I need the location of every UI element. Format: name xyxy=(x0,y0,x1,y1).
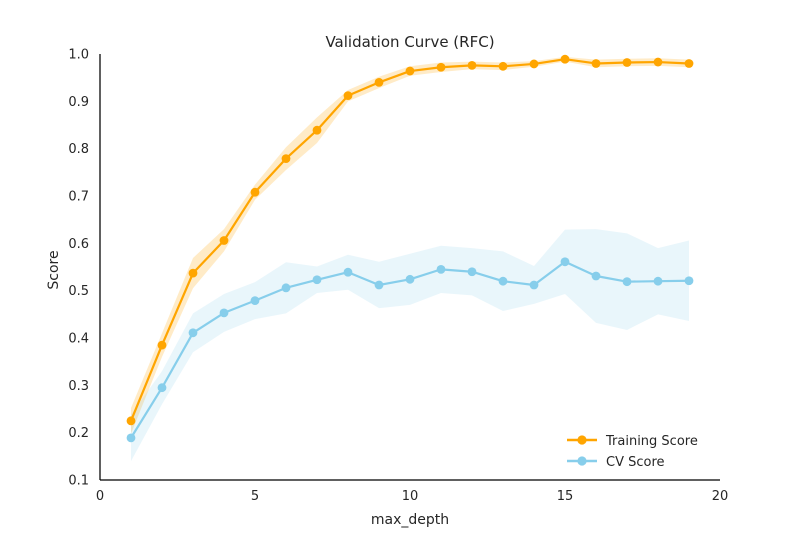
y-tick-label: 0.1 xyxy=(68,474,89,489)
cv-score-point xyxy=(560,257,570,267)
cv-score-point xyxy=(250,296,260,306)
cv-score-point xyxy=(653,276,663,286)
training-score-point xyxy=(188,268,198,278)
y-tick-label: 0.4 xyxy=(68,332,89,347)
y-tick-label: 0.9 xyxy=(68,95,89,110)
legend-training-marker xyxy=(577,435,587,445)
axes xyxy=(99,54,720,481)
training-score-point xyxy=(684,59,694,68)
training-score-point xyxy=(560,54,570,64)
cv-score-point xyxy=(684,276,694,286)
training-score-point xyxy=(343,91,353,101)
cv-score-point xyxy=(157,383,167,393)
training-score-point xyxy=(312,125,322,135)
confidence-bands xyxy=(131,56,689,462)
training-score-point xyxy=(467,60,477,70)
training-score-point xyxy=(498,61,508,71)
cv-score-point xyxy=(622,277,632,287)
cv-score-point xyxy=(498,276,508,286)
x-tick-label: 0 xyxy=(96,489,104,504)
training-score-point xyxy=(157,340,167,350)
y-tick-label: 0.8 xyxy=(68,142,89,157)
series-points xyxy=(126,54,694,443)
cv-score-point xyxy=(591,271,601,281)
y-tick-label: 0.5 xyxy=(68,284,89,299)
y-tick-label: 0.7 xyxy=(68,190,89,205)
x-tick-label: 15 xyxy=(557,489,574,504)
legend-cv-label: CV Score xyxy=(606,455,665,470)
training-score-point xyxy=(591,59,601,68)
cv-score-point xyxy=(126,433,136,443)
x-tick-label: 5 xyxy=(251,489,259,504)
tick-labels: 0 5 10 15 20 0.1 0.2 0.3 0.4 0.5 0.6 0.7 0.8 0.9 1.0 xyxy=(68,48,728,505)
y-tick-label: 0.2 xyxy=(68,426,89,441)
cv-score-point xyxy=(436,264,446,274)
cv-score-point xyxy=(467,267,477,277)
x-axis-title: max_depth xyxy=(371,512,449,528)
x-tick-label: 20 xyxy=(712,489,729,504)
training-score-point xyxy=(250,187,260,197)
cv-score-point xyxy=(343,267,353,277)
training-score-point xyxy=(436,62,446,72)
cv-score-point xyxy=(281,283,291,293)
legend-cv-marker xyxy=(577,456,587,466)
y-axis-title: Score xyxy=(46,250,62,289)
training-score-point xyxy=(126,416,136,426)
cv-score-band xyxy=(131,229,689,462)
y-tick-label: 0.6 xyxy=(68,237,89,252)
training-score-point xyxy=(219,236,229,245)
cv-score-point xyxy=(374,280,384,290)
training-score-point xyxy=(622,58,632,67)
legend: Training Score CV Score xyxy=(567,434,698,470)
x-tick-label: 10 xyxy=(402,489,419,504)
cv-score-point xyxy=(529,280,539,290)
training-score-point xyxy=(529,59,539,69)
training-score-point xyxy=(653,57,663,67)
cv-score-point xyxy=(405,274,415,284)
training-score-point xyxy=(374,78,384,87)
cv-score-point xyxy=(312,275,322,285)
chart-title: Validation Curve (RFC) xyxy=(325,33,494,51)
cv-score-point xyxy=(219,308,229,318)
y-tick-label: 0.3 xyxy=(68,379,89,394)
training-score-point xyxy=(281,154,291,164)
training-score-point xyxy=(405,66,415,76)
y-tick-label: 1.0 xyxy=(68,48,89,63)
cv-score-point xyxy=(188,328,198,338)
legend-training-label: Training Score xyxy=(605,434,698,449)
